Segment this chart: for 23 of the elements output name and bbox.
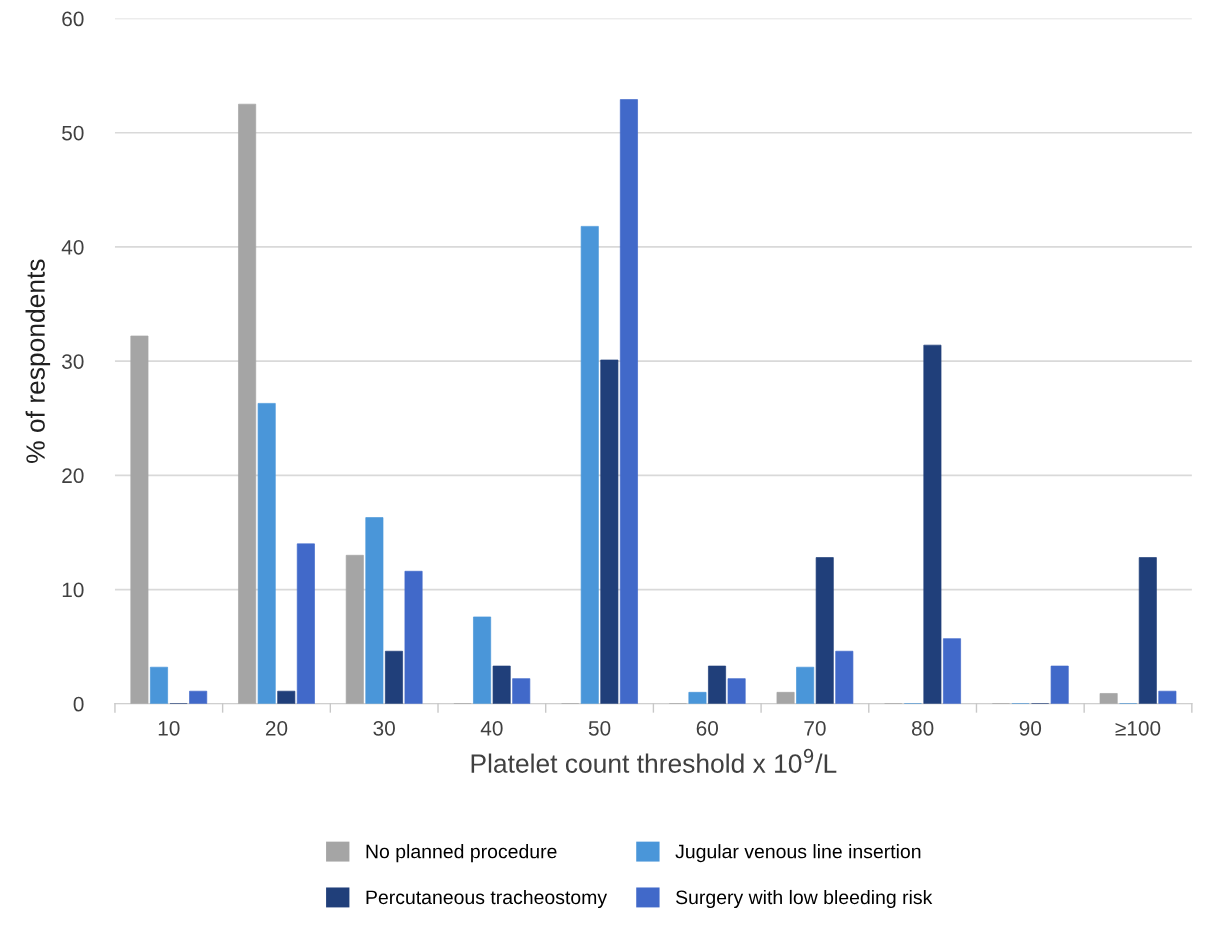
x-tick-label: 10 (158, 720, 180, 736)
y-tick-label: 0 (73, 696, 84, 712)
x-tick-label: 20 (265, 720, 288, 736)
legend-label: No planned procedure (366, 844, 557, 863)
x-tick-label: 30 (373, 720, 395, 736)
y-tick-label: 60 (62, 11, 84, 27)
x-tick-label: 90 (1019, 720, 1042, 736)
legend-label: Surgery with low bleeding risk (676, 889, 933, 909)
y-tick-label: 20 (62, 468, 84, 484)
y-axis-title: % of respondents (25, 259, 51, 463)
x-tick-label: ≥100 (1115, 720, 1161, 736)
y-tick-label: 50 (62, 125, 84, 141)
x-tick-label: 60 (696, 720, 719, 736)
x-axis-title: Platelet count threshold x 10$^{9}$/L (471, 748, 837, 773)
x-tick-label: 80 (911, 720, 934, 736)
x-tick-label: 70 (804, 720, 826, 736)
legend-label: Jugular venous line insertion (675, 844, 921, 863)
x-tick-label: 40 (480, 720, 503, 736)
y-tick-label: 40 (61, 239, 84, 255)
x-tick-label: 50 (588, 720, 611, 736)
legend-label: Percutaneous tracheostomy (366, 889, 608, 909)
y-tick-label: 30 (62, 354, 84, 369)
y-tick-label: 10 (62, 582, 84, 598)
